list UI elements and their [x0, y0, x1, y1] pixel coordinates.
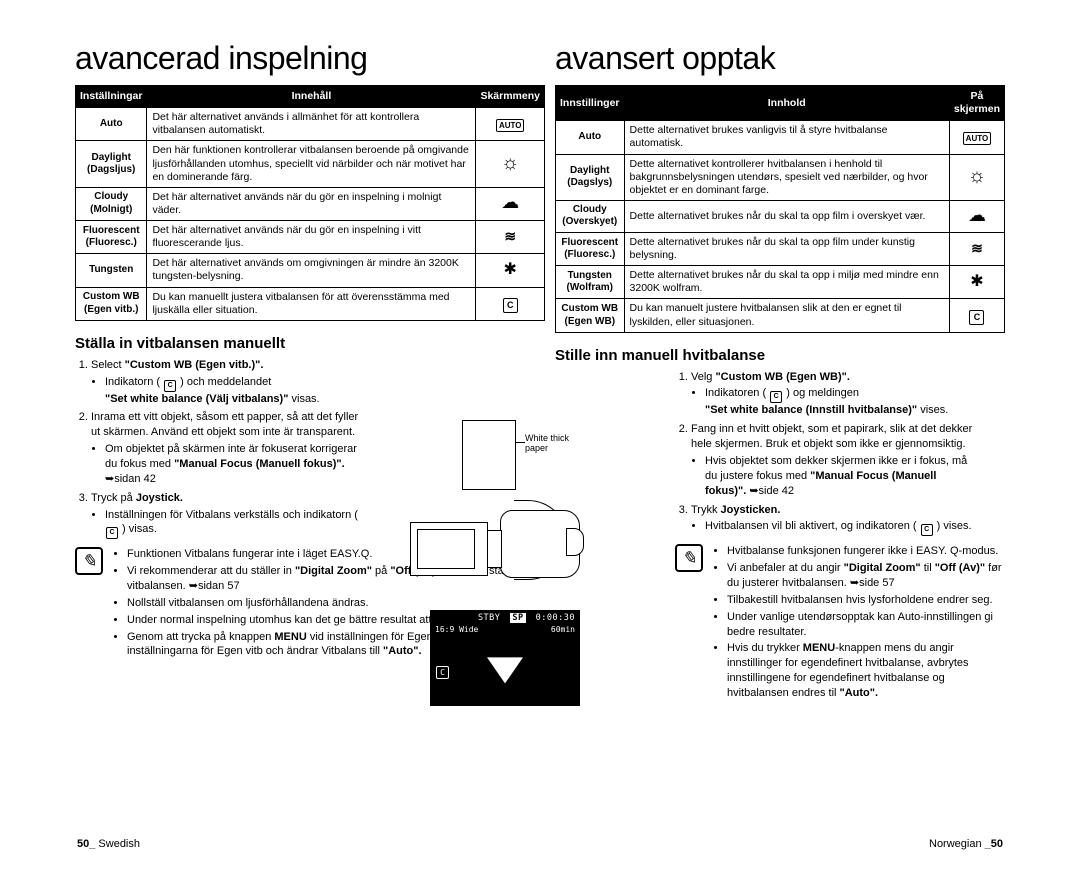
page-swedish: avancerad inspelning Inställningar Inneh… [75, 40, 545, 850]
row-tung-desc: Dette alternativet brukes når du skal ta… [624, 266, 949, 299]
tung-icon [476, 254, 545, 287]
footer-left: 50_ Swedish [77, 838, 140, 850]
row-cwb-desc: Du kan manuellt justera vitbalansen för … [147, 287, 476, 320]
row-fluor-desc: Det här alternativet används när du gör … [147, 221, 476, 254]
th-content: Innehåll [147, 86, 476, 108]
th-screen: Skärmmeny [476, 86, 545, 108]
page-title: avansert opptak [555, 40, 1005, 77]
cloud-icon [949, 200, 1004, 232]
notes: ✎ Funktionen Vitbalans fungerar inte i l… [75, 547, 545, 661]
step-3: Trykk Joysticken. Hvitbalansen vil bli a… [691, 503, 975, 537]
note-icon: ✎ [75, 547, 103, 575]
cloud-icon [476, 187, 545, 220]
th-screen: På skjermen [949, 86, 1004, 121]
row-auto-setting: Auto [556, 121, 625, 154]
page-norwegian: avansert opptak Innstillinger Innhold På… [555, 40, 1005, 850]
tung-icon [949, 266, 1004, 299]
th-settings: Innstillinger [556, 86, 625, 121]
row-auto-desc: Det här alternativet används i allmänhet… [147, 108, 476, 141]
row-tung-setting: Tungsten(Wolfram) [556, 266, 625, 299]
row-cwb-setting: Custom WB(Egen WB) [556, 299, 625, 332]
step-3: Tryck på Joystick. Inställningen för Vit… [91, 491, 360, 540]
manual-wb-heading: Stille inn manuell hvitbalanse [555, 347, 1005, 364]
th-content: Innhold [624, 86, 949, 121]
step-2: Inrama ett vitt objekt, såsom ett papper… [91, 410, 360, 486]
step-2: Fang inn et hvitt objekt, som et papirar… [691, 422, 975, 498]
fluor-icon [949, 232, 1004, 265]
row-daylight-setting: Daylight(Dagsljus) [76, 141, 147, 187]
steps: Select "Custom WB (Egen vitb.)". Indikat… [75, 358, 360, 540]
note-4: Under normal inspelning utomhus kan det … [127, 613, 545, 628]
row-cwb-desc: Du kan manuelt justere hvitbalansen slik… [624, 299, 949, 332]
wb-table: Innstillinger Innhold På skjermen Auto D… [555, 85, 1005, 333]
row-fluor-setting: Fluorescent(Fluoresc.) [556, 232, 625, 265]
row-cloudy-desc: Det här alternativet används när du gör … [147, 187, 476, 220]
note-4: Under vanlige utendørsopptak kan Auto-in… [727, 610, 1005, 640]
row-cloudy-setting: Cloudy(Overskyet) [556, 200, 625, 232]
row-cloudy-setting: Cloudy(Molnigt) [76, 187, 147, 220]
note-2: Vi anbefaler at du angir "Digital Zoom" … [727, 561, 1005, 591]
notes: ✎ Hvitbalanse funksjonen fungerer ikke i… [675, 544, 1005, 702]
sun-icon [949, 154, 1004, 200]
fluor-icon [476, 221, 545, 254]
note-2: Vi rekommenderar att du ställer in "Digi… [127, 564, 545, 594]
note-1: Hvitbalanse funksjonen fungerer ikke i E… [727, 544, 1005, 559]
th-settings: Inställningar [76, 86, 147, 108]
row-cwb-setting: Custom WB(Egen vitb.) [76, 287, 147, 320]
row-tung-desc: Det här alternativet används om omgivnin… [147, 254, 476, 287]
sun-icon [476, 141, 545, 187]
cwb-icon [949, 299, 1004, 332]
row-daylight-desc: Dette alternativet kontrollerer hvitbala… [624, 154, 949, 200]
step-1: Select "Custom WB (Egen vitb.)". Indikat… [91, 358, 360, 407]
note-5: Hvis du trykker MENU-knappen mens du ang… [727, 641, 1005, 700]
auto-icon: AUTO [476, 108, 545, 141]
note-1: Funktionen Vitbalans fungerar inte i läg… [127, 547, 545, 562]
row-tung-setting: Tungsten [76, 254, 147, 287]
row-cloudy-desc: Dette alternativet brukes når du skal ta… [624, 200, 949, 232]
footer-right: Norwegian _50 [929, 838, 1003, 850]
manual-wb-heading: Ställa in vitbalansen manuellt [75, 335, 545, 352]
row-fluor-desc: Dette alternativet brukes når du skal ta… [624, 232, 949, 265]
note-5: Genom att trycka på knappen MENU vid ins… [127, 630, 545, 660]
note-3: Tilbakestill hvitbalansen hvis lysforhol… [727, 593, 1005, 608]
page-title: avancerad inspelning [75, 40, 545, 77]
note-3: Nollställ vitbalansen om ljusförhållande… [127, 596, 545, 611]
note-icon: ✎ [675, 544, 703, 572]
cwb-icon [476, 287, 545, 320]
step-1: Velg "Custom WB (Egen WB)". Indikatoren … [691, 370, 975, 419]
row-daylight-setting: Daylight(Dagslys) [556, 154, 625, 200]
row-auto-desc: Dette alternativet brukes vanligvis til … [624, 121, 949, 154]
row-daylight-desc: Den här funktionen kontrollerar vitbalan… [147, 141, 476, 187]
steps: Velg "Custom WB (Egen WB)". Indikatoren … [675, 370, 975, 537]
wb-table: Inställningar Innehåll Skärmmeny Auto De… [75, 85, 545, 321]
row-auto-setting: Auto [76, 108, 147, 141]
auto-icon: AUTO [949, 121, 1004, 154]
row-fluor-setting: Fluorescent(Fluoresc.) [76, 221, 147, 254]
